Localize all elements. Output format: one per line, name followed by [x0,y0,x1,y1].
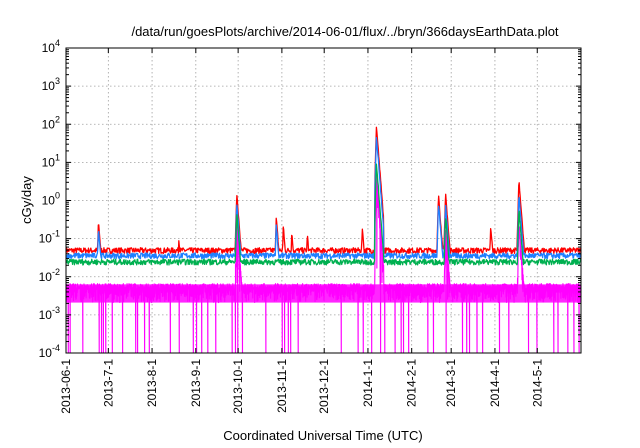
x-tick-label: 2014-4-1 [488,359,502,407]
x-tick-label: 2013-7-1 [101,359,115,407]
x-tick-label: 2013-06-1 [59,359,73,414]
y-tick-label: 10-1 [39,229,60,246]
y-tick-label: 10-4 [39,343,60,360]
x-tick-label: 2013-10-1 [231,359,245,414]
y-axis: 10-4 10-3 10-2 10-1 100 101 102 103 104 [39,38,581,360]
y-tick-label: 104 [42,38,60,55]
y-tick-label: 102 [42,114,60,131]
x-tick-label: 2013-9-1 [189,359,203,407]
x-tick-label: 2013-12-1 [317,359,331,414]
x-axis: 2013-06-1 2013-7-1 2013-8-1 2013-9-1 2013-10… [59,48,544,414]
series-line-0 [66,126,581,255]
x-tick-label: 2013-8-1 [145,359,159,407]
x-axis-label: Coordinated Universal Time (UTC) [223,428,422,443]
y-tick-label: 101 [42,152,60,169]
x-tick-label: 2014-1-1 [361,359,375,407]
y-tick-label: 10-2 [39,267,60,284]
y-axis-label: cGy/day [19,176,34,224]
y-tick-label: 103 [42,76,60,93]
y-tick-label: 100 [42,191,60,208]
series-line-2 [66,163,581,266]
series-layer [66,126,581,353]
x-tick-label: 2013-11-1 [275,359,289,413]
chart-title: /data/run/goesPlots/archive/2014-06-01/f… [131,24,558,39]
grid [66,48,581,353]
y-tick-label: 10-3 [39,305,60,322]
x-tick-label: 2014-3-1 [444,359,458,407]
x-tick-label: 2014-2-1 [405,359,419,407]
series-line-1 [66,137,581,260]
x-tick-label: 2014-5-1 [530,359,544,407]
series-line-3 [66,172,581,353]
